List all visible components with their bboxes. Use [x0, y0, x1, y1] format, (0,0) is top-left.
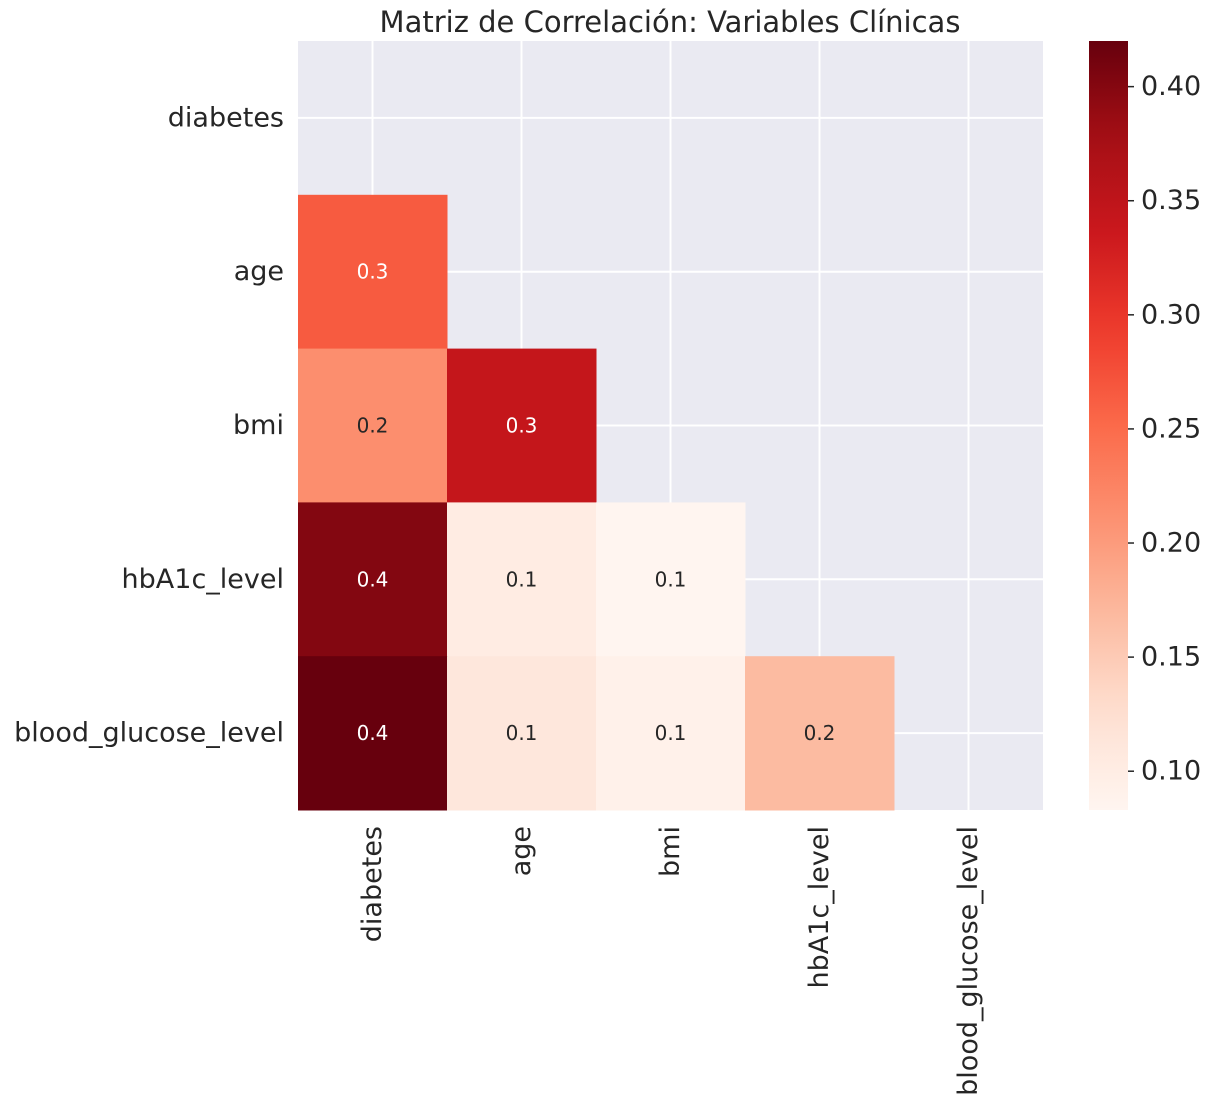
- heatmap-cells: 0.3 0.2 0.3 0.4 0.1 0.1 0.4 0.1 0.1 0.2: [298, 194, 895, 811]
- heatmap-cell-blood_glucose_level-age: [447, 656, 597, 811]
- cell-value-label-age-diabetes: 0.3: [357, 260, 389, 284]
- colorbar-tick-label: 0.40: [1141, 71, 1201, 102]
- colorbar-tick-label: 0.20: [1141, 528, 1201, 559]
- cell-value-label-hbA1c_level-age: 0.1: [506, 567, 538, 591]
- y-tick-label-hbA1c_level: hbA1c_level: [122, 564, 284, 595]
- cell-value-label-bmi-age: 0.3: [506, 414, 538, 438]
- x-tick-label-age: age: [506, 826, 537, 876]
- y-tick-label-bmi: bmi: [233, 410, 284, 441]
- colorbar-tick-label: 0.35: [1141, 185, 1201, 216]
- chart-title: Matriz de Correlación: Variables Clínica…: [380, 5, 961, 39]
- y-tick-label-blood_glucose_level: blood_glucose_level: [14, 718, 284, 749]
- y-tick-label-age: age: [234, 256, 284, 287]
- x-tick-label-hbA1c_level: hbA1c_level: [804, 826, 835, 988]
- colorbar-tick-label: 0.15: [1141, 642, 1201, 673]
- cell-value-label-bmi-diabetes: 0.2: [357, 414, 389, 438]
- y-tick-label-diabetes: diabetes: [168, 102, 284, 133]
- heatmap-cell-blood_glucose_level-hbA1c_level: [745, 656, 895, 811]
- cell-value-label-blood_glucose_level-hbA1c_level: 0.2: [804, 721, 836, 745]
- colorbar-gradient: [1089, 41, 1128, 810]
- heatmap-cell-hbA1c_level-bmi: [596, 502, 746, 657]
- heatmap-cell-hbA1c_level-diabetes: [298, 502, 448, 657]
- heatmap-cell-bmi-age: [447, 348, 597, 503]
- y-axis-tick-labels: diabetes age bmi hbA1c_level blood_glucose_l…: [14, 102, 284, 748]
- cell-value-label-blood_glucose_level-age: 0.1: [506, 721, 538, 745]
- colorbar: 0.10 0.15 0.20 0.25 0.30 0.35 0.40: [1089, 41, 1201, 810]
- heatmap-cell-blood_glucose_level-bmi: [596, 656, 746, 811]
- x-tick-label-blood_glucose_level: blood_glucose_level: [953, 826, 984, 1096]
- colorbar-tick-label: 0.10: [1141, 756, 1201, 787]
- cell-value-label-hbA1c_level-diabetes: 0.4: [357, 567, 389, 591]
- colorbar-tick-label: 0.25: [1141, 413, 1201, 444]
- cell-value-label-blood_glucose_level-bmi: 0.1: [655, 721, 687, 745]
- x-axis-tick-labels: diabetes age bmi hbA1c_level blood_glucose_l…: [357, 826, 984, 1096]
- colorbar-tick-label: 0.30: [1141, 299, 1201, 330]
- heatmap-cell-bmi-diabetes: [298, 348, 448, 503]
- heatmap-cell-blood_glucose_level-diabetes: [298, 656, 448, 811]
- cell-value-label-blood_glucose_level-diabetes: 0.4: [357, 721, 389, 745]
- cell-value-label-hbA1c_level-bmi: 0.1: [655, 567, 687, 591]
- x-tick-label-diabetes: diabetes: [357, 826, 388, 942]
- x-tick-label-bmi: bmi: [655, 826, 686, 877]
- heatmap-cell-age-diabetes: [298, 194, 448, 350]
- heatmap-cell-hbA1c_level-age: [447, 502, 597, 657]
